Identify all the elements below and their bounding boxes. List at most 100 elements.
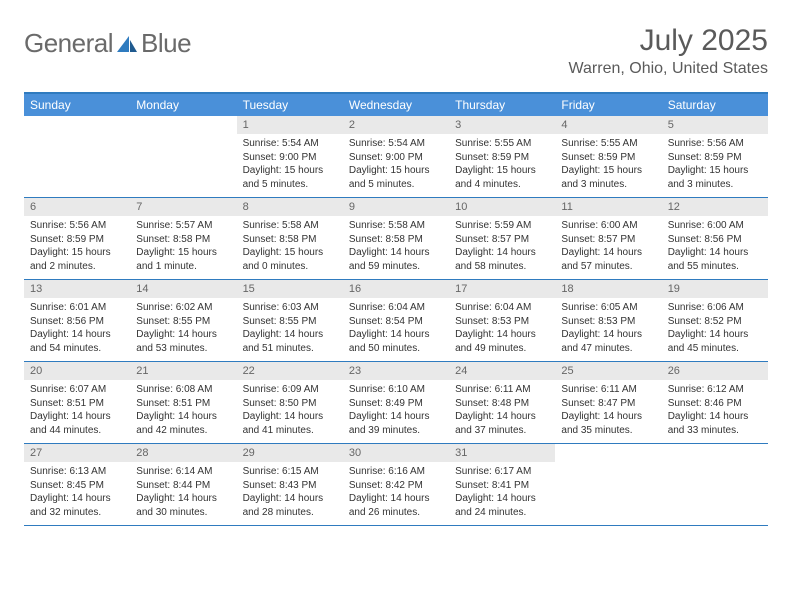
day-body: Sunrise: 5:55 AMSunset: 8:59 PMDaylight:… bbox=[555, 134, 661, 197]
day-cell: 14Sunrise: 6:02 AMSunset: 8:55 PMDayligh… bbox=[130, 280, 236, 361]
sunset-line: Sunset: 8:51 PM bbox=[136, 397, 230, 411]
day-number: 25 bbox=[555, 362, 661, 380]
sunrise-line: Sunrise: 6:03 AM bbox=[243, 301, 337, 315]
day-number: 18 bbox=[555, 280, 661, 298]
day-number: 19 bbox=[662, 280, 768, 298]
day-number: 4 bbox=[555, 116, 661, 134]
sunset-line: Sunset: 8:58 PM bbox=[136, 233, 230, 247]
day-body: Sunrise: 6:12 AMSunset: 8:46 PMDaylight:… bbox=[662, 380, 768, 443]
daylight-line: Daylight: 14 hours and 30 minutes. bbox=[136, 492, 230, 519]
daylight-line: Daylight: 14 hours and 28 minutes. bbox=[243, 492, 337, 519]
sunset-line: Sunset: 8:57 PM bbox=[561, 233, 655, 247]
dow-cell: Wednesday bbox=[343, 94, 449, 116]
daylight-line: Daylight: 14 hours and 51 minutes. bbox=[243, 328, 337, 355]
sunset-line: Sunset: 8:55 PM bbox=[243, 315, 337, 329]
sunrise-line: Sunrise: 6:14 AM bbox=[136, 465, 230, 479]
sunset-line: Sunset: 9:00 PM bbox=[243, 151, 337, 165]
day-body: Sunrise: 6:14 AMSunset: 8:44 PMDaylight:… bbox=[130, 462, 236, 525]
dow-cell: Friday bbox=[555, 94, 661, 116]
daylight-line: Daylight: 15 hours and 4 minutes. bbox=[455, 164, 549, 191]
daylight-line: Daylight: 14 hours and 32 minutes. bbox=[30, 492, 124, 519]
day-cell: 22Sunrise: 6:09 AMSunset: 8:50 PMDayligh… bbox=[237, 362, 343, 443]
day-body: Sunrise: 6:00 AMSunset: 8:56 PMDaylight:… bbox=[662, 216, 768, 279]
day-body: Sunrise: 5:57 AMSunset: 8:58 PMDaylight:… bbox=[130, 216, 236, 279]
day-cell: 16Sunrise: 6:04 AMSunset: 8:54 PMDayligh… bbox=[343, 280, 449, 361]
daylight-line: Daylight: 14 hours and 45 minutes. bbox=[668, 328, 762, 355]
day-number: 20 bbox=[24, 362, 130, 380]
day-body: Sunrise: 5:58 AMSunset: 8:58 PMDaylight:… bbox=[343, 216, 449, 279]
day-number: 11 bbox=[555, 198, 661, 216]
sunrise-line: Sunrise: 5:58 AM bbox=[243, 219, 337, 233]
sunset-line: Sunset: 8:53 PM bbox=[455, 315, 549, 329]
day-body: Sunrise: 6:05 AMSunset: 8:53 PMDaylight:… bbox=[555, 298, 661, 361]
sunset-line: Sunset: 8:41 PM bbox=[455, 479, 549, 493]
sunrise-line: Sunrise: 5:55 AM bbox=[561, 137, 655, 151]
sunset-line: Sunset: 8:43 PM bbox=[243, 479, 337, 493]
daylight-line: Daylight: 14 hours and 53 minutes. bbox=[136, 328, 230, 355]
day-number: 13 bbox=[24, 280, 130, 298]
sunrise-line: Sunrise: 6:06 AM bbox=[668, 301, 762, 315]
day-cell: 29Sunrise: 6:15 AMSunset: 8:43 PMDayligh… bbox=[237, 444, 343, 525]
day-cell: 19 Sunrise: 6:06 AMSunset: 8:52 PMDayligh… bbox=[662, 280, 768, 361]
daylight-line: Daylight: 15 hours and 1 minute. bbox=[136, 246, 230, 273]
day-number: 17 bbox=[449, 280, 555, 298]
daylight-line: Daylight: 15 hours and 3 minutes. bbox=[668, 164, 762, 191]
dow-cell: Thursday bbox=[449, 94, 555, 116]
days-of-week-row: SundayMondayTuesdayWednesdayThursdayFrid… bbox=[24, 94, 768, 116]
day-cell: 12Sunrise: 6:00 AMSunset: 8:56 PMDayligh… bbox=[662, 198, 768, 279]
day-body: Sunrise: 6:09 AMSunset: 8:50 PMDaylight:… bbox=[237, 380, 343, 443]
day-body bbox=[662, 462, 768, 524]
sunrise-line: Sunrise: 5:54 AM bbox=[349, 137, 443, 151]
sunset-line: Sunset: 8:54 PM bbox=[349, 315, 443, 329]
daylight-line: Daylight: 14 hours and 41 minutes. bbox=[243, 410, 337, 437]
location: Warren, Ohio, United States bbox=[569, 60, 769, 78]
day-body: Sunrise: 6:03 AMSunset: 8:55 PMDaylight:… bbox=[237, 298, 343, 361]
sunrise-line: Sunrise: 5:58 AM bbox=[349, 219, 443, 233]
sunset-line: Sunset: 8:42 PM bbox=[349, 479, 443, 493]
sunrise-line: Sunrise: 5:54 AM bbox=[243, 137, 337, 151]
day-body: Sunrise: 5:55 AMSunset: 8:59 PMDaylight:… bbox=[449, 134, 555, 197]
sunrise-line: Sunrise: 5:56 AM bbox=[668, 137, 762, 151]
day-body: Sunrise: 6:04 AMSunset: 8:53 PMDaylight:… bbox=[449, 298, 555, 361]
sunrise-line: Sunrise: 5:55 AM bbox=[455, 137, 549, 151]
day-number bbox=[662, 444, 768, 462]
daylight-line: Daylight: 14 hours and 57 minutes. bbox=[561, 246, 655, 273]
daylight-line: Daylight: 14 hours and 37 minutes. bbox=[455, 410, 549, 437]
sunset-line: Sunset: 8:58 PM bbox=[349, 233, 443, 247]
daylight-line: Daylight: 14 hours and 24 minutes. bbox=[455, 492, 549, 519]
day-cell bbox=[130, 116, 236, 197]
daylight-line: Daylight: 15 hours and 5 minutes. bbox=[349, 164, 443, 191]
day-cell: 4Sunrise: 5:55 AMSunset: 8:59 PMDaylight… bbox=[555, 116, 661, 197]
day-number: 7 bbox=[130, 198, 236, 216]
day-body: Sunrise: 5:56 AMSunset: 8:59 PMDaylight:… bbox=[662, 134, 768, 197]
day-cell: 2Sunrise: 5:54 AMSunset: 9:00 PMDaylight… bbox=[343, 116, 449, 197]
day-number: 29 bbox=[237, 444, 343, 462]
sunrise-line: Sunrise: 6:05 AM bbox=[561, 301, 655, 315]
sunset-line: Sunset: 8:52 PM bbox=[668, 315, 762, 329]
day-cell: 13Sunrise: 6:01 AMSunset: 8:56 PMDayligh… bbox=[24, 280, 130, 361]
day-number: 8 bbox=[237, 198, 343, 216]
daylight-line: Daylight: 14 hours and 54 minutes. bbox=[30, 328, 124, 355]
sunset-line: Sunset: 8:50 PM bbox=[243, 397, 337, 411]
daylight-line: Daylight: 14 hours and 55 minutes. bbox=[668, 246, 762, 273]
sunset-line: Sunset: 8:51 PM bbox=[30, 397, 124, 411]
daylight-line: Daylight: 14 hours and 42 minutes. bbox=[136, 410, 230, 437]
sunrise-line: Sunrise: 6:02 AM bbox=[136, 301, 230, 315]
sunrise-line: Sunrise: 6:08 AM bbox=[136, 383, 230, 397]
sunrise-line: Sunrise: 6:11 AM bbox=[561, 383, 655, 397]
sunrise-line: Sunrise: 5:56 AM bbox=[30, 219, 124, 233]
sunrise-line: Sunrise: 5:57 AM bbox=[136, 219, 230, 233]
day-number: 6 bbox=[24, 198, 130, 216]
sunrise-line: Sunrise: 6:04 AM bbox=[455, 301, 549, 315]
logo-word1: General bbox=[24, 28, 113, 59]
sunset-line: Sunset: 8:45 PM bbox=[30, 479, 124, 493]
day-body: Sunrise: 6:16 AMSunset: 8:42 PMDaylight:… bbox=[343, 462, 449, 525]
day-cell: 25Sunrise: 6:11 AMSunset: 8:47 PMDayligh… bbox=[555, 362, 661, 443]
calendar-weeks: 1Sunrise: 5:54 AMSunset: 9:00 PMDaylight… bbox=[24, 116, 768, 526]
day-cell: 23Sunrise: 6:10 AMSunset: 8:49 PMDayligh… bbox=[343, 362, 449, 443]
day-cell: 1Sunrise: 5:54 AMSunset: 9:00 PMDaylight… bbox=[237, 116, 343, 197]
day-cell: 5Sunrise: 5:56 AMSunset: 8:59 PMDaylight… bbox=[662, 116, 768, 197]
sunset-line: Sunset: 9:00 PM bbox=[349, 151, 443, 165]
sunset-line: Sunset: 8:59 PM bbox=[668, 151, 762, 165]
sunrise-line: Sunrise: 6:13 AM bbox=[30, 465, 124, 479]
